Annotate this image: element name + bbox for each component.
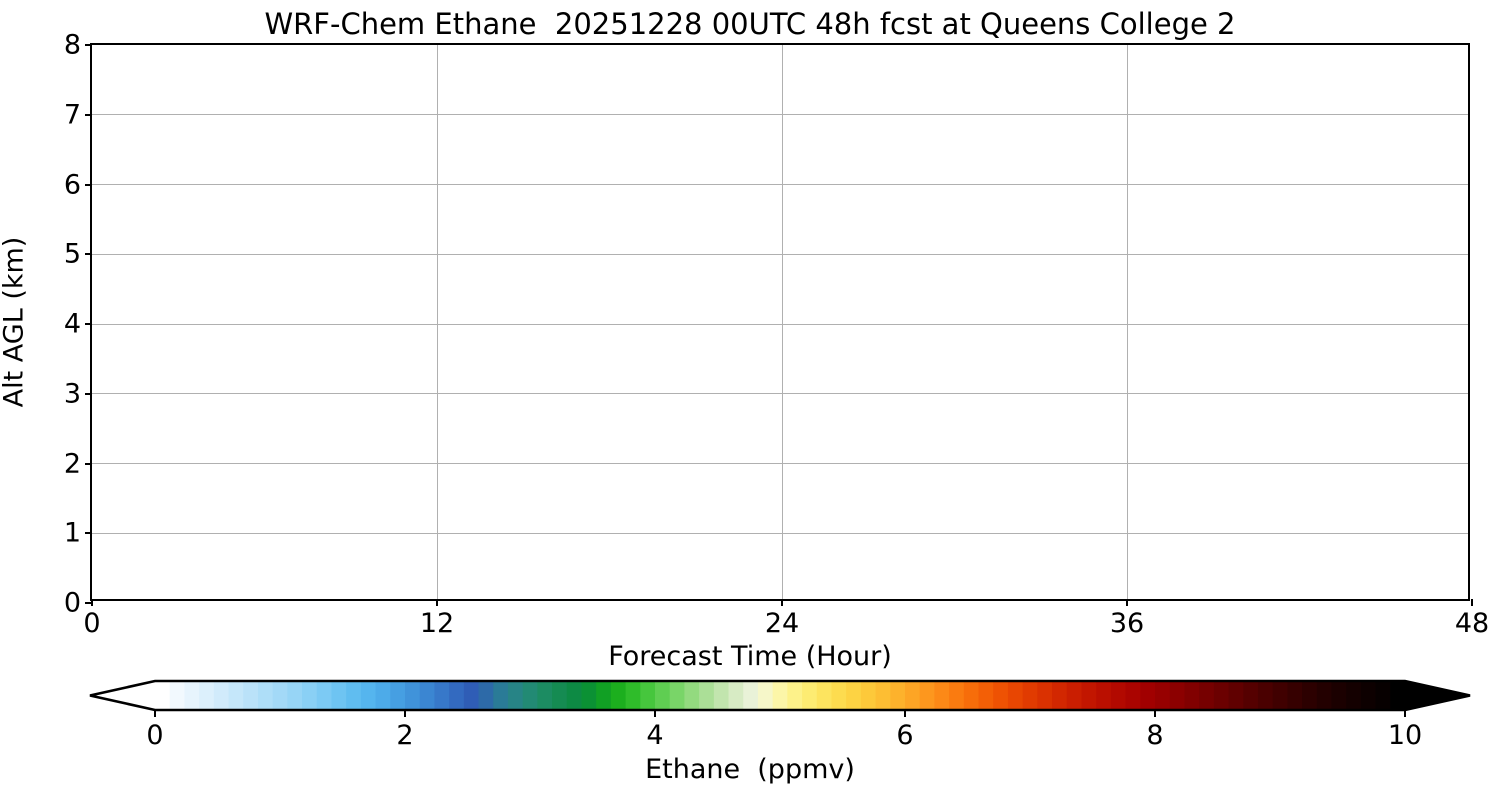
y-axis-label: Alt AGL (km) [0, 236, 30, 408]
y-tick-mark [85, 392, 92, 395]
y-tick-label: 1 [63, 517, 81, 549]
y-tick-label: 8 [63, 29, 81, 61]
gridline-vertical [781, 45, 783, 599]
y-tick-mark [85, 532, 92, 535]
gridline-horizontal [92, 532, 1468, 534]
x-tick-mark [1471, 599, 1473, 606]
gridline-horizontal [92, 323, 1468, 325]
y-tick-label: 5 [63, 238, 81, 270]
colorbar-gradient [89, 679, 1471, 712]
x-tick-mark [1126, 599, 1128, 606]
gridline-vertical [436, 45, 438, 599]
y-tick-label: 0 [63, 587, 81, 619]
y-tick-label: 6 [63, 169, 81, 200]
y-tick-label: 2 [63, 448, 81, 479]
colorbar-band [155, 681, 1406, 710]
gridline-horizontal [92, 393, 1468, 395]
chart-title: WRF-Chem Ethane 20251228 00UTC 48h fcst … [264, 7, 1236, 41]
x-tick-label: 36 [1109, 608, 1145, 639]
gridline-horizontal [92, 184, 1468, 185]
y-tick-label: 7 [63, 99, 81, 131]
x-tick-mark [436, 599, 438, 606]
colorbar-tick-label: 10 [1387, 720, 1423, 751]
colorbar: 0 2 4 6 8 10 [0, 672, 1500, 749]
colorbar-tick-label: 6 [896, 720, 914, 751]
colorbar-extend-max [1405, 681, 1470, 710]
y-tick-mark [85, 323, 92, 325]
x-tick-label: 0 [83, 608, 101, 639]
x-tick-label: 12 [419, 608, 455, 639]
gridlines [92, 45, 1468, 599]
colorbar-label: Ethane (ppmv) [645, 754, 855, 785]
y-tick-mark [85, 183, 92, 186]
x-tick-mark [781, 599, 783, 606]
gridline-vertical [1126, 45, 1128, 599]
colorbar-extend-min [90, 681, 155, 710]
y-tick-mark [85, 113, 92, 116]
y-tick-mark [85, 462, 92, 465]
y-tick-label: 4 [63, 308, 81, 340]
y-tick-mark [85, 253, 92, 256]
x-axis-label: Forecast Time (Hour) [608, 641, 892, 672]
y-tick-label: 3 [63, 378, 81, 410]
gridline-horizontal [92, 114, 1468, 116]
x-tick-mark [91, 599, 93, 606]
y-tick-mark [85, 44, 92, 46]
colorbar-tick-label: 2 [396, 720, 414, 751]
gridline-horizontal [92, 463, 1468, 464]
colorbar-tick-label: 4 [646, 720, 664, 751]
y-tick-mark [85, 602, 92, 604]
x-tick-label: 24 [764, 608, 800, 639]
x-tick-label: 48 [1454, 608, 1490, 639]
gridline-horizontal [92, 253, 1468, 255]
plot-area: 0 1 2 3 4 5 6 7 8 0 12 24 36 48 [64, 32, 1489, 638]
colorbar-tick-label: 8 [1146, 720, 1164, 751]
colorbar-tick-label: 0 [146, 720, 164, 751]
